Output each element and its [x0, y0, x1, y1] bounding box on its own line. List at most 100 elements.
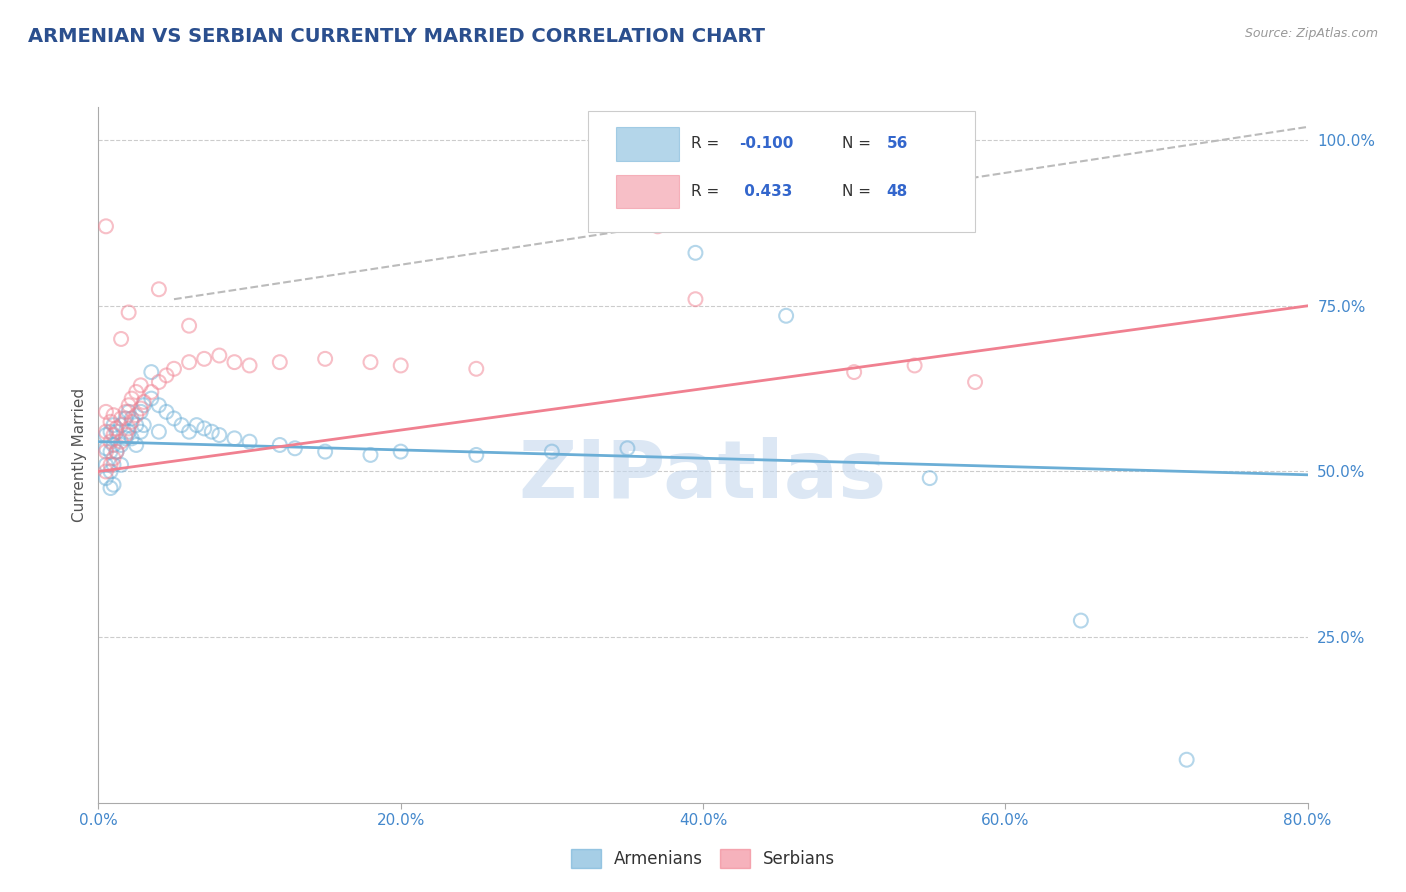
Point: [129, 405, 152, 419]
Point: [100, 415, 122, 429]
Point: [100, 481, 122, 495]
Point: [647, 219, 669, 234]
Point: [103, 451, 125, 466]
Point: [100, 434, 122, 449]
FancyBboxPatch shape: [616, 128, 679, 161]
Point: [114, 431, 136, 445]
Point: [269, 438, 291, 452]
Point: [114, 411, 136, 425]
Point: [132, 395, 155, 409]
Point: [125, 384, 148, 399]
Point: [94, 428, 117, 442]
Point: [94, 465, 117, 479]
Point: [118, 305, 141, 319]
Point: [94, 471, 117, 485]
Point: [179, 318, 201, 333]
Point: [685, 292, 707, 306]
Point: [125, 408, 148, 422]
Point: [103, 428, 125, 442]
Point: [110, 332, 132, 346]
Point: [465, 361, 488, 376]
Point: [965, 375, 987, 389]
Point: [224, 431, 246, 445]
Point: [465, 448, 488, 462]
Point: [148, 282, 170, 296]
Point: [94, 425, 117, 439]
Point: [103, 458, 125, 472]
Point: [224, 355, 246, 369]
Point: [103, 477, 125, 491]
Point: [114, 405, 136, 419]
Point: [94, 219, 117, 234]
Point: [118, 405, 141, 419]
Text: 48: 48: [887, 184, 908, 199]
Point: [155, 405, 177, 419]
Point: [121, 411, 143, 425]
Point: [141, 392, 163, 406]
Point: [269, 355, 291, 369]
Y-axis label: Currently Married: Currently Married: [72, 388, 87, 522]
Point: [163, 411, 186, 425]
Point: [284, 442, 307, 456]
Point: [685, 245, 707, 260]
Point: [105, 421, 128, 435]
Point: [775, 309, 797, 323]
Point: [201, 425, 224, 439]
Point: [94, 442, 117, 456]
Point: [616, 442, 638, 456]
Point: [121, 415, 143, 429]
Point: [141, 365, 163, 379]
Point: [193, 421, 215, 435]
Point: [141, 384, 163, 399]
Point: [94, 405, 117, 419]
Point: [186, 418, 208, 433]
Point: [540, 444, 562, 458]
Point: [125, 418, 148, 433]
Point: [94, 444, 117, 458]
Point: [110, 438, 132, 452]
Point: [904, 359, 927, 373]
Point: [148, 398, 170, 412]
Point: [129, 401, 152, 416]
Point: [155, 368, 177, 383]
Point: [132, 418, 155, 433]
FancyBboxPatch shape: [588, 111, 976, 232]
Point: [100, 444, 122, 458]
Point: [360, 448, 382, 462]
Point: [103, 418, 125, 433]
Text: 56: 56: [887, 136, 908, 152]
Point: [239, 359, 262, 373]
Point: [844, 365, 866, 379]
Point: [179, 425, 201, 439]
Point: [105, 444, 128, 458]
Point: [118, 425, 141, 439]
Point: [110, 418, 132, 433]
Point: [208, 349, 231, 363]
Point: [94, 458, 117, 472]
Point: [193, 351, 215, 366]
Point: [118, 398, 141, 412]
Point: [148, 425, 170, 439]
Point: [314, 444, 336, 458]
Point: [208, 428, 231, 442]
Point: [129, 425, 152, 439]
Point: [163, 361, 186, 376]
Point: [1175, 753, 1198, 767]
Point: [360, 355, 382, 369]
Point: [1070, 614, 1092, 628]
FancyBboxPatch shape: [616, 175, 679, 208]
Text: 0.433: 0.433: [740, 184, 793, 199]
Text: ARMENIAN VS SERBIAN CURRENTLY MARRIED CORRELATION CHART: ARMENIAN VS SERBIAN CURRENTLY MARRIED CO…: [28, 27, 765, 45]
Point: [148, 375, 170, 389]
Point: [100, 458, 122, 472]
Text: ZIPatlas: ZIPatlas: [519, 437, 887, 515]
Point: [121, 392, 143, 406]
Point: [100, 465, 122, 479]
Text: N =: N =: [842, 136, 876, 152]
Legend: Armenians, Serbians: Armenians, Serbians: [564, 842, 842, 874]
Point: [239, 434, 262, 449]
Point: [389, 359, 412, 373]
Point: [129, 378, 152, 392]
Text: R =: R =: [690, 184, 724, 199]
Text: N =: N =: [842, 184, 876, 199]
